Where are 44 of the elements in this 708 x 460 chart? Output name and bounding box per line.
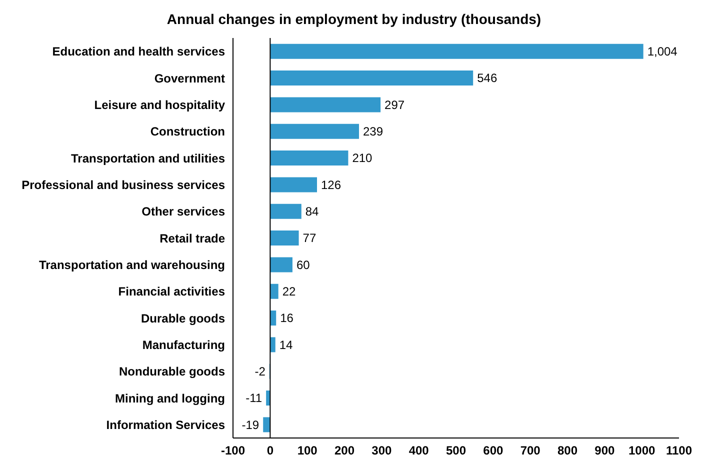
y-tick-label: Construction	[150, 124, 225, 139]
data-label: 77	[302, 231, 316, 246]
y-tick-label: Leisure and hospitality	[94, 98, 226, 112]
data-label: 239	[362, 124, 384, 139]
data-label: 16	[280, 311, 294, 326]
data-label: 126	[320, 178, 342, 192]
y-tick-label: Education and health services	[52, 44, 226, 59]
data-label: 22	[282, 284, 296, 299]
x-tick-label: -100	[220, 444, 246, 458]
data-label: 1,004	[647, 44, 678, 59]
x-tick-label: 500	[446, 444, 466, 458]
data-label: 210	[352, 151, 373, 166]
y-tick-label: Government	[154, 71, 225, 86]
data-label: 14	[279, 338, 294, 352]
data-label: -19	[242, 418, 260, 432]
x-tick-label: 700	[520, 444, 541, 458]
x-tick-label: 400	[408, 444, 430, 458]
y-tick-label: Other services	[142, 204, 226, 219]
y-tick-label: Financial activities	[118, 284, 226, 299]
y-tick-label: Manufacturing	[142, 338, 225, 352]
data-label: 84	[305, 204, 320, 219]
y-tick-label: Mining and logging	[115, 391, 225, 406]
x-tick-label: 600	[483, 444, 504, 458]
y-tick-label: Transportation and warehousing	[38, 258, 225, 272]
x-tick-label: 800	[557, 444, 578, 458]
y-tick-label: Transportation and utilities	[70, 151, 226, 166]
chart-title: Annual changes in employment by industry (thousands)	[166, 11, 542, 27]
x-tick-label: 300	[372, 444, 392, 458]
y-tick-label: Retail trade	[160, 231, 226, 246]
data-label: 297	[384, 98, 405, 112]
y-tick-label: Information Services	[106, 418, 226, 432]
data-label: -2	[254, 364, 266, 379]
data-label: 60	[296, 258, 310, 272]
x-tick-label: 0	[266, 444, 274, 458]
x-tick-label: 1100	[666, 444, 692, 458]
data-label: -11	[246, 391, 262, 406]
x-tick-label: 1000	[628, 444, 656, 458]
y-tick-label: Durable goods	[140, 311, 226, 326]
x-tick-label: 200	[334, 444, 355, 458]
data-label: 546	[477, 71, 498, 86]
y-tick-label: Professional and business services	[22, 178, 226, 192]
x-tick-label: 100	[297, 444, 318, 458]
y-tick-label: Nondurable goods	[119, 364, 226, 379]
x-tick-label: 900	[594, 444, 615, 458]
